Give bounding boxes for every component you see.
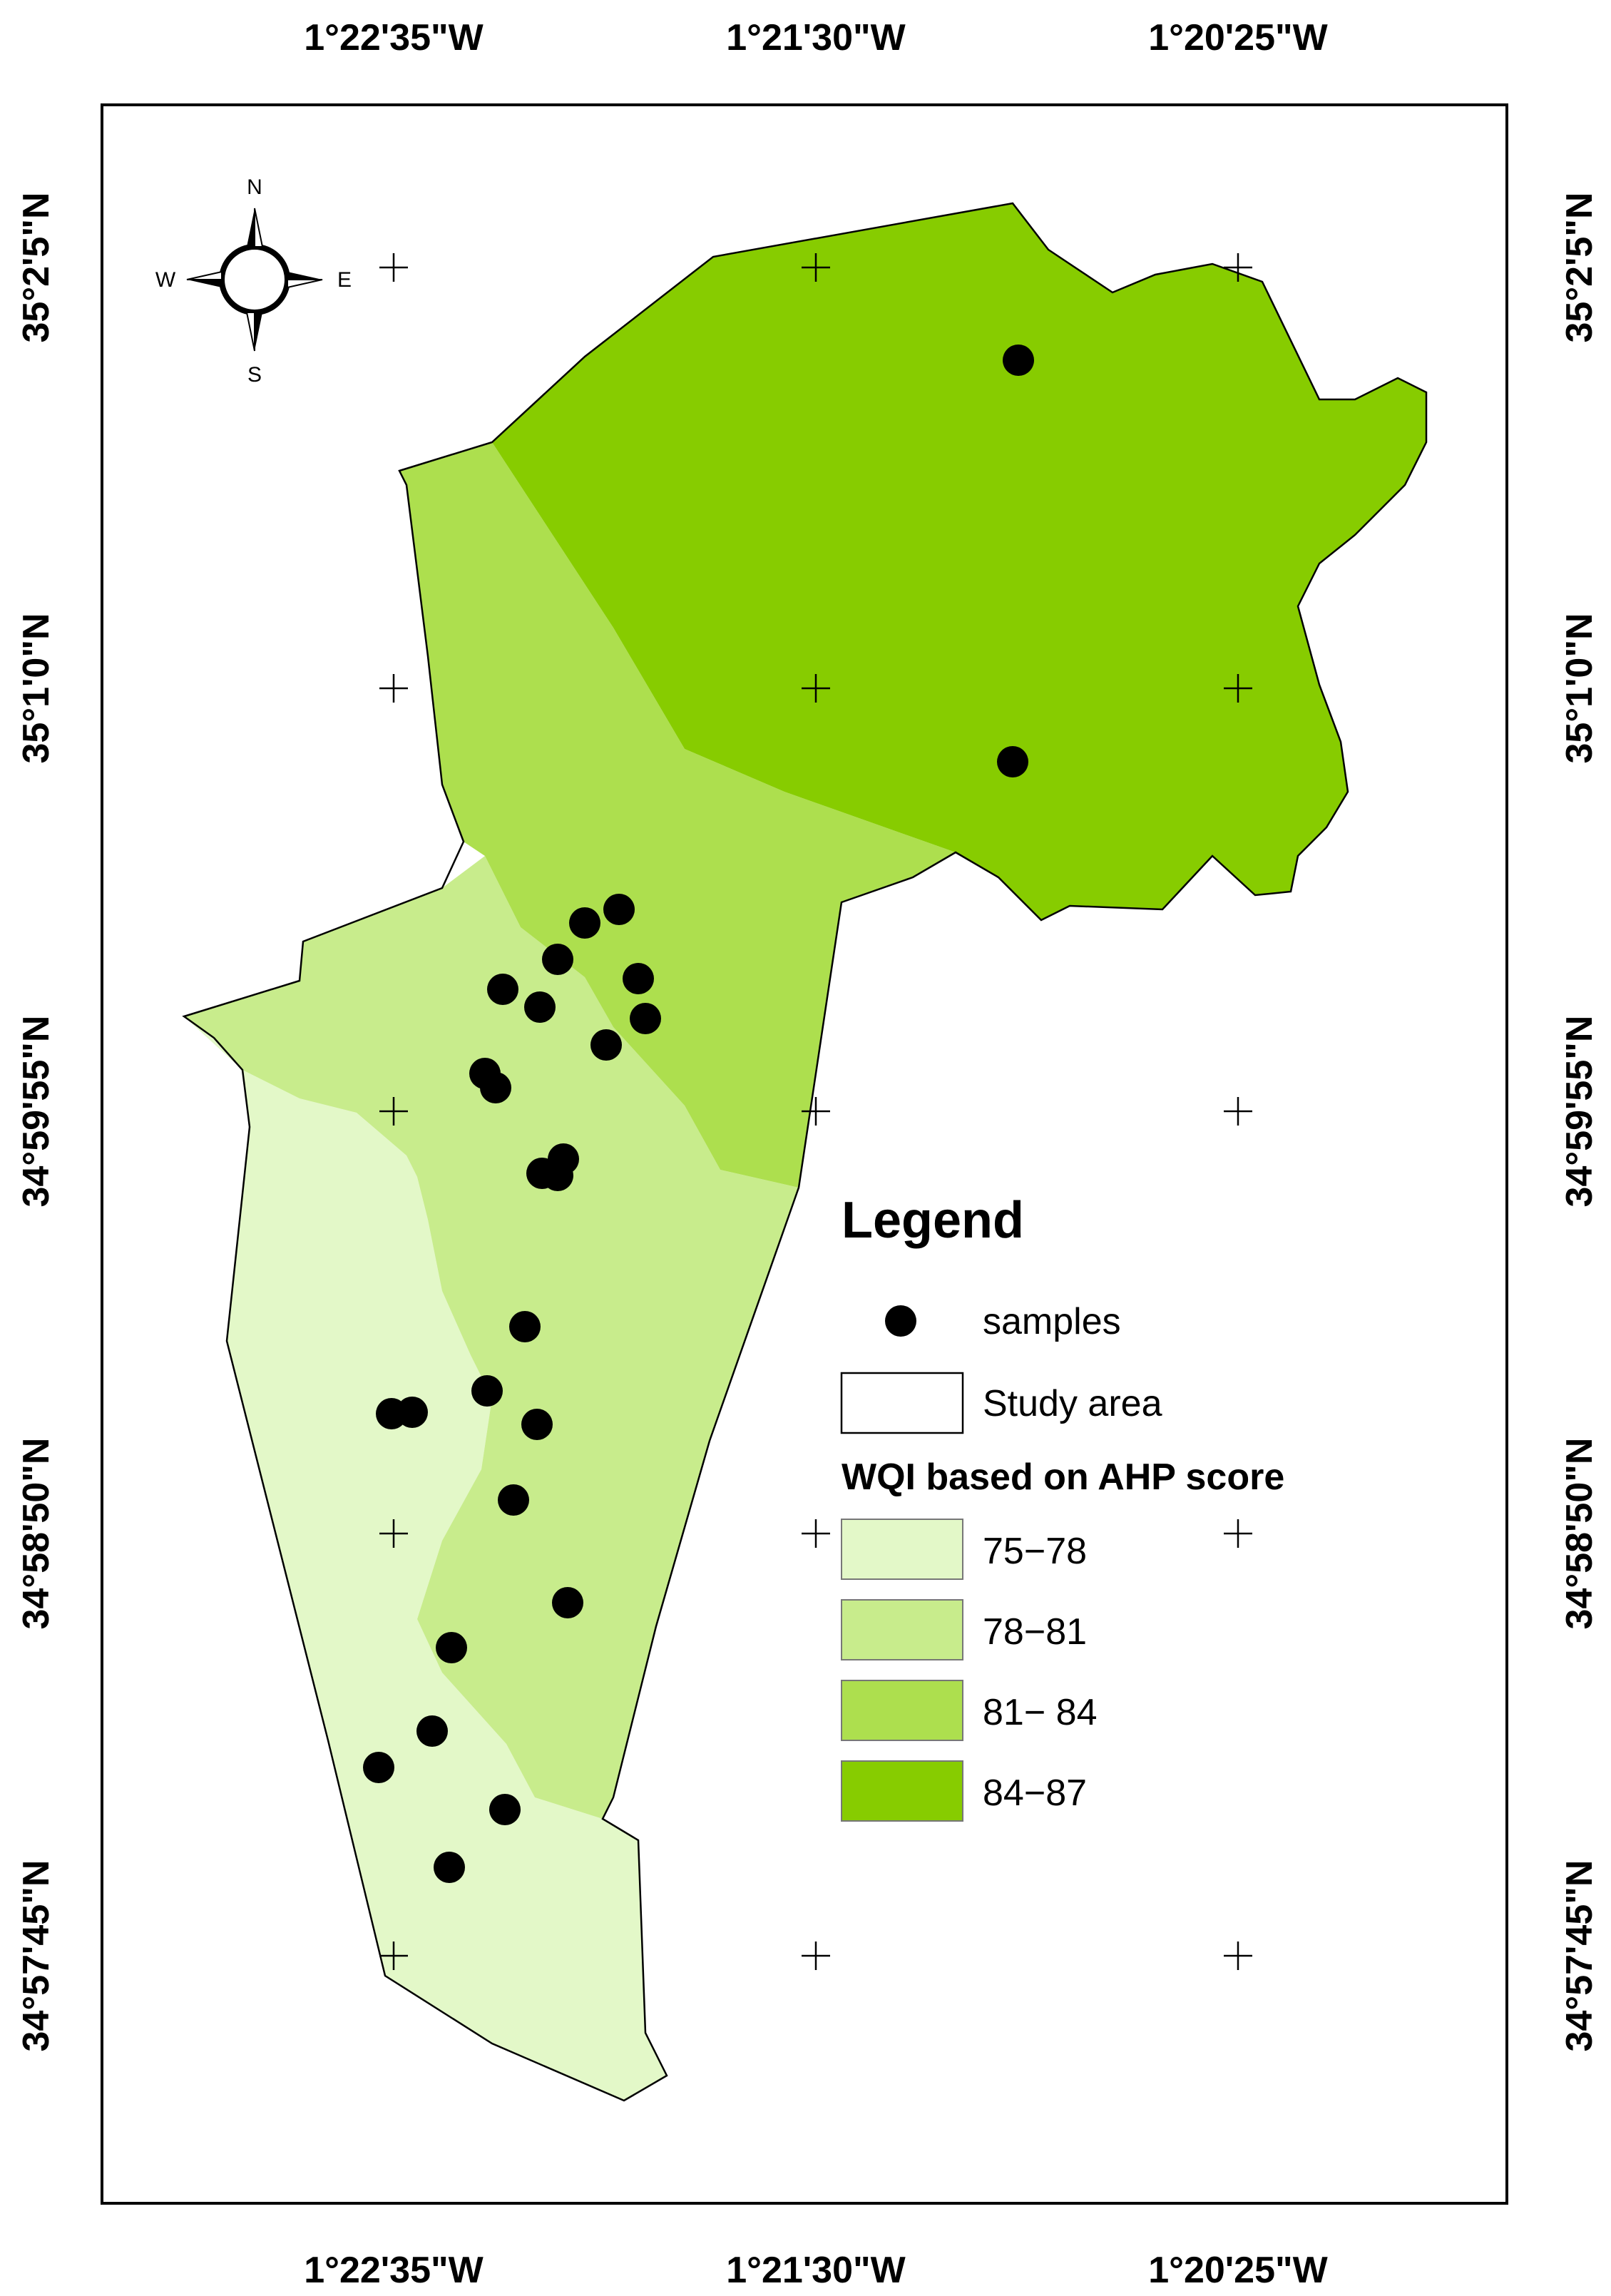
sample-point	[509, 1311, 541, 1342]
legend-study-area-symbol	[840, 1372, 964, 1434]
legend-class-label: 78−81	[983, 1611, 1087, 1653]
lon-label-top: 1°20'25"W	[1148, 17, 1328, 58]
sample-point	[603, 894, 635, 925]
right-latitude-labels: 35°2'5"N 35°1'0"N 34°59'55"N 34°58'50"N …	[1559, 192, 1600, 2051]
bottom-longitude-labels: 1°22'35"W 1°21'30"W 1°20'25"W	[304, 2250, 1328, 2291]
lat-label-right: 34°58'50"N	[1559, 1438, 1600, 1630]
grid-cross	[802, 674, 830, 703]
legend-swatch-81-84	[841, 1680, 963, 1741]
lat-label-right: 35°1'0"N	[1559, 613, 1600, 763]
legend-swatch-75-78	[841, 1519, 963, 1580]
lat-label-left: 35°2'5"N	[16, 192, 57, 342]
lat-label-right: 34°59'55"N	[1559, 1016, 1600, 1208]
grid-cross	[802, 1942, 830, 1970]
lat-label-right: 35°2'5"N	[1559, 192, 1600, 342]
grid-cross	[379, 1942, 408, 1970]
sample-point	[630, 1003, 661, 1034]
sample-point	[552, 1587, 583, 1618]
legend-class-label: 81− 84	[983, 1692, 1098, 1733]
sample-point	[434, 1852, 465, 1883]
legend-class-label: 75−78	[983, 1531, 1087, 1572]
lat-label-left: 34°57'45"N	[16, 1860, 57, 2052]
left-latitude-labels: 35°2'5"N 35°1'0"N 34°59'55"N 34°58'50"N …	[16, 192, 57, 2051]
compass-s: S	[247, 363, 262, 387]
sample-point	[542, 944, 573, 975]
top-longitude-labels: 1°22'35"W 1°21'30"W 1°20'25"W	[304, 17, 1328, 58]
zone-78-81	[184, 856, 799, 1819]
grid-cross	[1224, 1519, 1252, 1548]
legend-samples-label: samples	[983, 1301, 1121, 1342]
zone-81-84	[399, 442, 956, 1188]
north-arrow-compass-icon: N S W E	[155, 175, 352, 387]
wqi-zones	[184, 203, 1426, 2101]
legend-swatch-84-87	[841, 1760, 963, 1822]
sample-point	[487, 974, 518, 1005]
legend-wqi-title: WQI based on AHP score	[842, 1456, 1284, 1498]
graticule-crosses	[379, 253, 1252, 1970]
lon-label-bottom: 1°22'35"W	[304, 2250, 484, 2291]
grid-cross	[379, 1519, 408, 1548]
lon-label-top: 1°21'30"W	[726, 17, 906, 58]
legend: Legend samples Study area WQI based on A…	[840, 1192, 1284, 1822]
zone-84-87	[492, 203, 1426, 920]
compass-e: E	[337, 268, 352, 292]
legend-title: Legend	[842, 1192, 1024, 1249]
lat-label-left: 34°59'55"N	[16, 1016, 57, 1208]
sample-point	[416, 1715, 448, 1747]
sample-point	[363, 1752, 394, 1783]
lat-label-right: 34°57'45"N	[1559, 1860, 1600, 2052]
sample-point	[436, 1632, 467, 1663]
legend-study-area-label: Study area	[983, 1383, 1162, 1424]
zone-75-78	[184, 1016, 667, 2101]
sample-point	[521, 1409, 553, 1440]
lon-label-bottom: 1°21'30"W	[726, 2250, 906, 2291]
sample-point	[590, 1029, 622, 1061]
sample-point	[569, 907, 600, 939]
sample-point	[480, 1072, 511, 1103]
grid-cross	[1224, 674, 1252, 703]
sample-point	[542, 1160, 573, 1191]
study-area-outline	[182, 202, 1428, 2102]
sample-point	[397, 1397, 428, 1428]
grid-cross	[379, 1097, 408, 1126]
sample-point	[997, 746, 1028, 777]
grid-cross	[802, 1097, 830, 1126]
legend-class-label: 84−87	[983, 1772, 1087, 1814]
grid-cross	[1224, 1097, 1252, 1126]
sample-point	[623, 963, 654, 994]
lat-label-left: 34°58'50"N	[16, 1438, 57, 1630]
sample-point	[498, 1484, 529, 1516]
sample-points	[363, 345, 1034, 1883]
compass-n: N	[247, 175, 262, 199]
sample-point	[524, 991, 556, 1023]
compass-w: W	[155, 268, 176, 292]
sample-point	[1003, 345, 1034, 376]
sample-point	[471, 1375, 503, 1407]
grid-cross	[379, 253, 408, 282]
legend-sample-symbol	[885, 1305, 916, 1337]
sample-point	[489, 1794, 521, 1825]
grid-cross	[1224, 253, 1252, 282]
lon-label-bottom: 1°20'25"W	[1148, 2250, 1328, 2291]
legend-swatch-78-81	[841, 1599, 963, 1660]
grid-cross	[379, 674, 408, 703]
grid-cross	[802, 1519, 830, 1548]
lon-label-top: 1°22'35"W	[304, 17, 484, 58]
grid-cross	[1224, 1942, 1252, 1970]
lat-label-left: 35°1'0"N	[16, 613, 57, 763]
grid-cross	[802, 253, 830, 282]
